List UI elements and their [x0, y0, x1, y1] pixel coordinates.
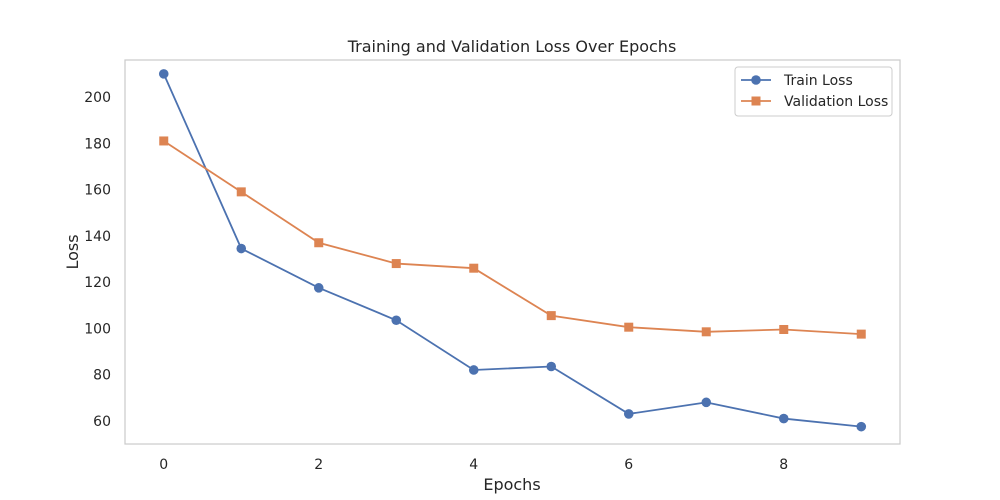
validation-loss-point — [624, 322, 634, 332]
y-tick-label: 60 — [93, 414, 111, 430]
validation-loss-point — [779, 324, 789, 334]
series-layer — [158, 69, 867, 432]
train-loss-point — [313, 283, 324, 293]
validation-loss-point — [546, 311, 556, 321]
train-loss-point — [158, 69, 169, 79]
train-loss-legend-marker — [751, 75, 761, 85]
y-tick-label: 120 — [84, 275, 111, 291]
x-tick-label: 8 — [779, 457, 788, 473]
x-axis-title: Epochs — [483, 475, 540, 494]
validation-loss-point — [159, 136, 169, 146]
validation-loss-point — [314, 238, 324, 248]
validation-loss-point — [236, 187, 246, 197]
y-tick-label: 100 — [84, 321, 111, 337]
y-tick-label: 160 — [84, 183, 111, 199]
x-tick-label: 6 — [624, 457, 633, 473]
validation-loss-line — [163, 140, 862, 336]
plot-area — [124, 59, 901, 445]
train-loss-point — [468, 365, 479, 375]
validation-loss-point — [469, 263, 479, 273]
y-axis-title: Loss — [63, 234, 82, 269]
validation-loss-point — [701, 327, 711, 337]
y-tick-label: 140 — [84, 229, 111, 245]
train-loss-point — [701, 397, 712, 408]
y-axis-ticks: 60 80 100 120 140 160 180 200 — [84, 90, 111, 430]
train-loss-point — [546, 361, 557, 372]
x-axis-ticks: 0 2 4 6 8 — [159, 457, 788, 473]
train-loss-line — [162, 73, 862, 428]
validation-loss-point — [391, 259, 401, 269]
x-tick-label: 2 — [314, 457, 323, 473]
y-tick-label: 180 — [84, 136, 111, 152]
train-loss-legend-label: Train Loss — [783, 73, 853, 89]
validation-loss-point — [856, 329, 866, 339]
legend-box — [734, 66, 893, 117]
legend: Train Loss Validation Loss — [734, 66, 893, 117]
validation-loss-legend-label: Validation Loss — [784, 94, 888, 110]
y-tick-label: 80 — [93, 368, 111, 384]
train-loss-point — [236, 243, 247, 254]
train-loss-point — [391, 315, 402, 326]
y-tick-label: 200 — [84, 90, 111, 106]
validation-loss-legend-marker — [751, 96, 761, 106]
x-tick-label: 4 — [469, 457, 478, 473]
x-tick-label: 0 — [159, 457, 168, 473]
train-loss-point — [623, 409, 634, 419]
train-loss-point — [778, 413, 789, 424]
train-loss-point — [856, 421, 867, 432]
chart-title: Training and Validation Loss Over Epochs — [347, 37, 677, 56]
